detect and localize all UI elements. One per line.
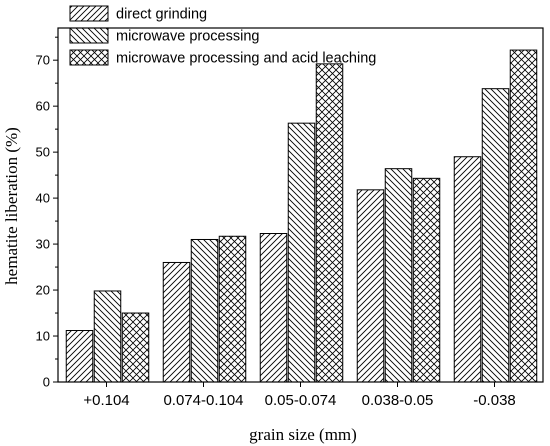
y-tick-label: 0 — [43, 375, 50, 390]
bar — [218, 235, 247, 383]
bar — [315, 63, 344, 383]
legend-label: microwave processing and acid leaching — [116, 51, 376, 67]
bar — [93, 290, 122, 383]
legend-swatch — [69, 5, 109, 22]
bar — [287, 122, 316, 383]
y-tick-label: 10 — [36, 329, 50, 344]
y-tick-label: 20 — [36, 283, 50, 298]
y-tick-label: 40 — [36, 191, 50, 206]
x-category-label: 0.038-0.05 — [362, 392, 434, 409]
bar — [384, 168, 413, 383]
bar — [481, 88, 510, 383]
legend-label: direct grinding — [116, 7, 207, 23]
x-category-label: -0.038 — [473, 392, 516, 409]
x-axis-category-labels: +0.104 0.074-0.104 0.05-0.074 0.038-0.05 -0.… — [83, 382, 516, 409]
bar — [356, 189, 385, 383]
legend: direct grinding microwave processing micro… — [69, 5, 376, 67]
x-category-label: +0.104 — [83, 392, 129, 409]
y-axis-title: hematite liberation (%) — [2, 127, 21, 285]
y-tick-label: 50 — [36, 145, 50, 160]
bars-group — [65, 49, 538, 383]
x-axis-title: grain size (mm) — [249, 425, 357, 444]
x-category-label: 0.074-0.104 — [163, 392, 243, 409]
bar — [259, 233, 288, 383]
legend-label: microwave processing — [116, 29, 259, 45]
x-category-label: 0.05-0.074 — [265, 392, 337, 409]
legend-swatch — [69, 27, 109, 44]
bar — [453, 156, 482, 383]
bar — [162, 261, 191, 383]
bar — [190, 238, 219, 383]
legend-swatch — [69, 49, 109, 66]
y-tick-label: 30 — [36, 237, 50, 252]
bar — [121, 312, 150, 383]
bar — [509, 49, 538, 383]
bar — [412, 177, 441, 383]
y-axis-ticks: 0 10 20 30 40 50 60 70 — [36, 36, 58, 390]
bar — [65, 330, 94, 383]
y-tick-label: 60 — [36, 99, 50, 114]
y-tick-label: 70 — [36, 53, 50, 68]
